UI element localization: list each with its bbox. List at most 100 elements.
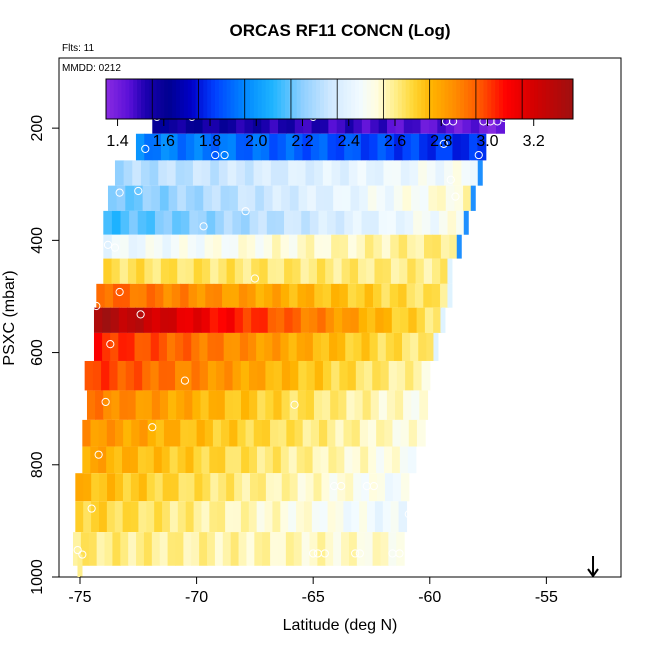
heatmap-cell [146, 283, 156, 308]
heatmap-cell [360, 133, 370, 161]
heatmap-cell [286, 105, 296, 134]
heatmap-cell [416, 307, 426, 333]
data-point [211, 150, 220, 160]
heatmap-cell [114, 419, 124, 447]
heatmap-cell [297, 473, 307, 502]
heatmap-cell [321, 473, 330, 502]
heatmap-cell [104, 532, 114, 566]
heatmap-cell [233, 446, 242, 474]
heatmap-cell [253, 419, 263, 447]
heatmap-cell [352, 446, 361, 474]
heatmap-cell [336, 446, 345, 474]
heatmap-cell [120, 234, 130, 259]
heatmap-cell [395, 105, 405, 134]
heatmap-cell [294, 105, 304, 134]
heatmap-cell [367, 501, 376, 533]
colorbar-swatch [549, 79, 555, 119]
heatmap-cell [98, 446, 107, 474]
colorbar-swatch [273, 79, 278, 119]
y-tick-label: 800 [29, 451, 46, 478]
colorbar-swatch [265, 79, 270, 119]
heatmap-cell [341, 258, 351, 284]
colorbar-swatch [179, 79, 185, 119]
heatmap-cell [247, 283, 257, 308]
heatmap-cell [101, 360, 110, 391]
heatmap-cell [330, 390, 339, 420]
heatmap-cell [293, 532, 303, 566]
down-arrow-icon [587, 556, 599, 578]
heatmap-cell [119, 258, 129, 284]
colorbar-swatch [467, 79, 473, 119]
heatmap-cell [412, 105, 422, 134]
heatmap-cell [272, 501, 281, 533]
colorbar-swatch [370, 79, 376, 119]
colorbar-swatch [316, 79, 321, 119]
heatmap-cell [91, 473, 100, 502]
heatmap-cell [312, 332, 322, 361]
heatmap-cell [381, 283, 391, 308]
colorbar-swatch [401, 79, 407, 119]
heatmap-cell [394, 133, 404, 161]
heatmap-cell [347, 360, 357, 391]
colorbar-tick-label: 3.2 [523, 133, 545, 150]
heatmap-cell [388, 360, 398, 391]
y-tick-label: 400 [29, 227, 46, 254]
heatmap-cell [367, 419, 377, 447]
heatmap-cell [272, 283, 282, 308]
colorbar-swatch [207, 79, 212, 119]
heatmap-cell [398, 501, 408, 533]
heatmap-cell [220, 185, 230, 211]
heatmap-cell [322, 283, 332, 308]
heatmap-cell [177, 501, 187, 533]
heatmap-cell [413, 210, 423, 235]
heatmap-cell [402, 133, 412, 161]
heatmap-cell [169, 501, 179, 533]
heatmap-cell [122, 446, 131, 474]
heatmap-cell [131, 419, 141, 447]
colorbar-swatch [534, 79, 539, 119]
heatmap-cell [418, 332, 427, 361]
heatmap-cell [337, 332, 346, 361]
heatmap-cell [154, 473, 164, 502]
heatmap-cell [398, 234, 408, 259]
heatmap-cell [142, 185, 152, 211]
heatmap-cell [242, 473, 251, 502]
data-point [320, 549, 329, 558]
heatmap-cell [285, 133, 295, 161]
heatmap-cell [289, 283, 299, 308]
heatmap-row [107, 185, 476, 211]
heatmap-cell [359, 419, 369, 447]
heatmap-cell [111, 210, 122, 235]
heatmap-cell [361, 332, 371, 361]
colorbar-swatch [195, 79, 200, 119]
heatmap-cell [227, 133, 237, 161]
colorbar-swatch [203, 79, 208, 119]
heatmap-cell [248, 501, 258, 533]
heatmap-cell [252, 105, 262, 134]
heatmap-cell [263, 234, 273, 259]
heatmap-cell [329, 473, 338, 502]
heatmap-cell [137, 446, 147, 474]
heatmap-cell [376, 446, 385, 474]
heatmap-cell [162, 501, 171, 533]
heatmap-cell [114, 446, 123, 474]
colorbar-swatch [351, 79, 356, 119]
colorbar-swatch [487, 79, 492, 119]
heatmap-cell [408, 419, 418, 447]
data-point [337, 482, 346, 491]
data-point [439, 139, 448, 148]
heatmap-cell [386, 390, 396, 420]
heatmap-cell [189, 210, 199, 235]
heatmap-cell [335, 419, 345, 447]
heatmap-cell [372, 360, 382, 391]
heatmap-cell [302, 133, 312, 161]
heatmap-cell [312, 446, 322, 474]
heatmap-cell [361, 473, 370, 502]
heatmap-cell [462, 105, 472, 134]
heatmap-cell [240, 360, 250, 391]
heatmap-cell [413, 360, 423, 391]
heatmap-cell [215, 332, 225, 361]
heatmap-cell [364, 283, 374, 308]
heatmap-cell [347, 283, 357, 308]
